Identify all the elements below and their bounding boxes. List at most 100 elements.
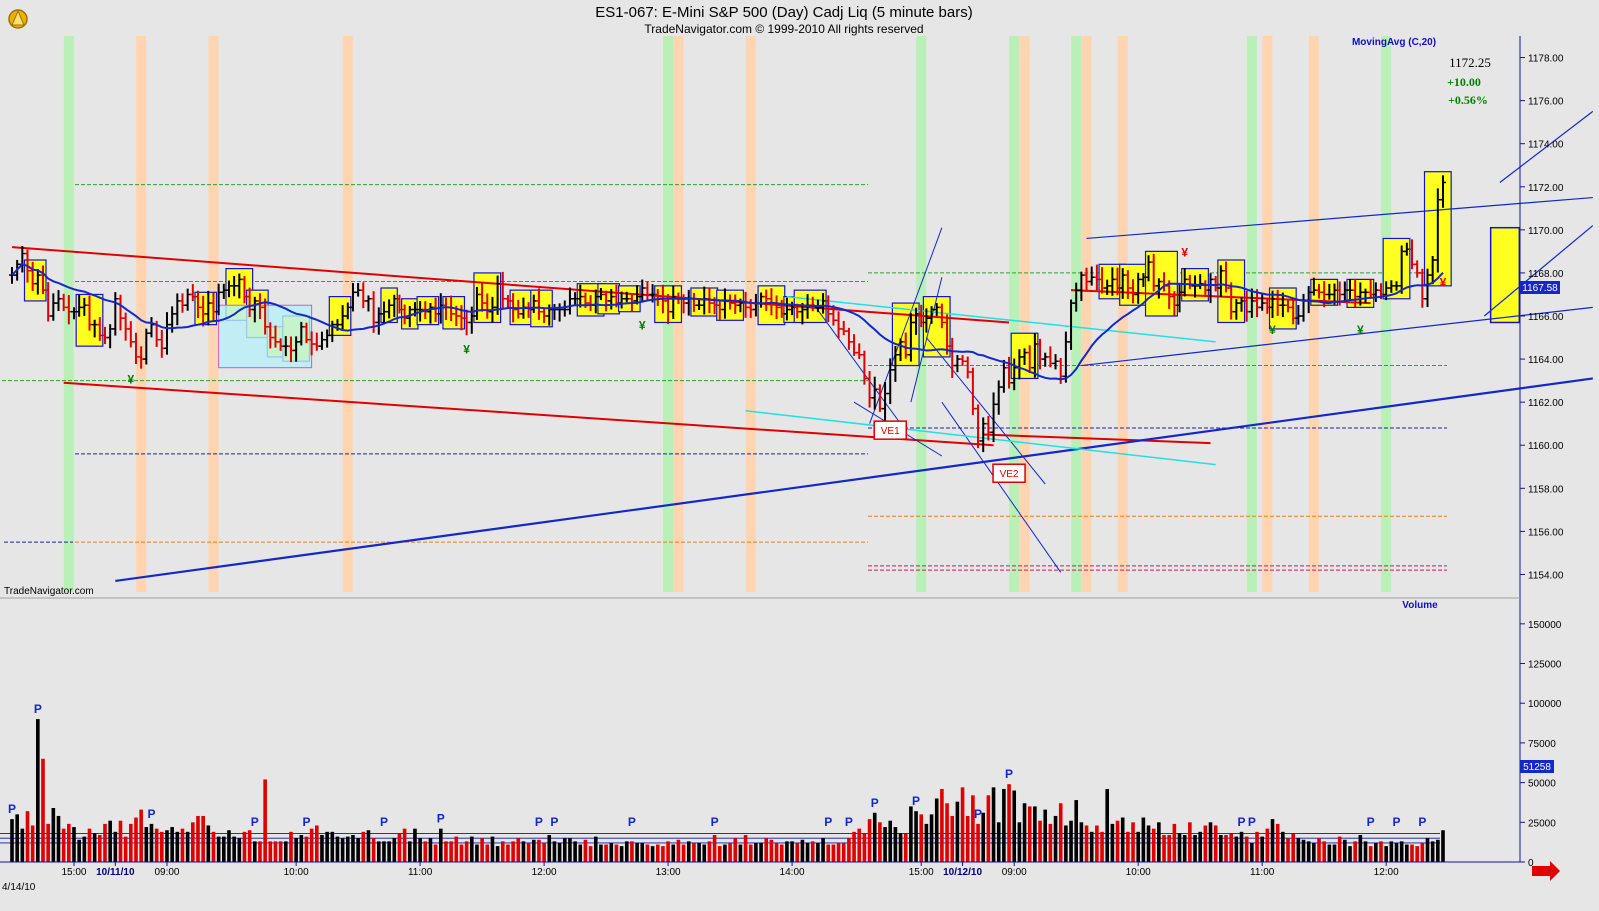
volume-bar — [361, 831, 366, 862]
volume-bar — [1239, 831, 1244, 862]
volume-bar — [666, 841, 670, 862]
volume-bar — [237, 838, 242, 862]
volume-bar — [981, 812, 986, 862]
volume-bar — [464, 841, 469, 862]
volume-bar — [1265, 828, 1270, 862]
volume-bar — [619, 846, 624, 862]
volume-bar — [1270, 819, 1275, 862]
volume-bar — [697, 842, 701, 862]
volume-bar — [160, 831, 164, 862]
volume-bar — [971, 795, 975, 862]
trend-line — [910, 277, 943, 403]
volume-bar — [645, 844, 650, 862]
trend-line — [926, 337, 1046, 485]
volume-tick-label: 0 — [1528, 858, 1534, 869]
volume-bar — [1317, 838, 1321, 862]
volume-bar — [1255, 831, 1259, 862]
volume-bar — [1281, 831, 1285, 862]
volume-bar — [630, 841, 634, 862]
trend-line — [115, 377, 1593, 583]
volume-bar — [816, 842, 820, 862]
trend-line — [1483, 225, 1594, 317]
volume-bar — [1007, 784, 1011, 862]
volume-bar — [1224, 835, 1228, 862]
volume-tick-label: 150000 — [1528, 620, 1562, 631]
volume-bar — [180, 828, 185, 862]
annotation-box — [873, 420, 907, 440]
volume-bar — [1405, 844, 1409, 862]
volume-peak-marker: P — [1418, 815, 1426, 829]
volume-peak-marker: P — [1392, 815, 1400, 829]
volume-bar — [118, 820, 123, 862]
volume-bar — [692, 842, 696, 862]
signal-marker: ¥ — [639, 319, 646, 333]
volume-bar — [402, 828, 407, 862]
scroll-right-arrow-icon[interactable] — [1532, 861, 1560, 881]
volume-bar — [950, 815, 955, 862]
volume-bar — [1131, 822, 1135, 862]
volume-peak-marker: P — [845, 815, 853, 829]
watermark: TradeNavigator.com — [4, 586, 94, 597]
volume-bar — [418, 838, 422, 862]
volume-bar — [216, 836, 221, 862]
green-session-band — [1381, 36, 1392, 592]
volume-bar — [134, 817, 138, 862]
volume-bar — [56, 815, 61, 862]
y-tick-label: 1164.00 — [1528, 355, 1564, 366]
volume-bar — [1198, 831, 1202, 862]
volume-bar — [438, 828, 443, 862]
x-tick-label: 13:00 — [656, 867, 681, 878]
volume-bar — [1177, 833, 1182, 862]
y-tick-label: 1168.00 — [1528, 269, 1564, 280]
volume-bar — [495, 846, 500, 862]
volume-bar — [1415, 846, 1419, 862]
volume-peak-marker: P — [1248, 815, 1256, 829]
volume-bar — [573, 841, 577, 862]
horizontal-levels — [2, 184, 1447, 571]
volume-bar — [733, 838, 738, 862]
volume-bar — [878, 822, 882, 862]
consolidation-box — [328, 296, 352, 336]
y-tick-label: 1160.00 — [1528, 441, 1564, 452]
volume-bar — [273, 841, 278, 862]
volume-bar — [976, 823, 980, 862]
volume-bar — [511, 841, 515, 862]
volume-bar — [222, 836, 226, 862]
volume-peak-marker: P — [550, 815, 558, 829]
trend-line — [1086, 196, 1593, 240]
volume-bar — [1172, 823, 1177, 862]
volume-peak-marker: P — [535, 815, 543, 829]
volume-bar — [774, 842, 779, 862]
tradenavigator-logo-icon[interactable] — [8, 9, 28, 29]
y-tick-label: 1174.00 — [1528, 140, 1564, 151]
volume-bar — [376, 841, 381, 862]
volume-peak-marker: P — [34, 702, 42, 716]
volume-bar — [661, 846, 665, 862]
x-tick-label: 10:00 — [284, 867, 309, 878]
volume-bar — [516, 838, 521, 862]
volume-tick-label: 125000 — [1528, 660, 1562, 671]
volume-bar — [779, 844, 784, 862]
volume-bar — [149, 823, 154, 862]
volume-bar — [345, 836, 350, 862]
volume-bar — [387, 841, 391, 862]
volume-bar — [1182, 835, 1187, 862]
volume-bar — [1379, 841, 1383, 862]
volume-peak-marker: P — [824, 815, 832, 829]
volume-bar — [1110, 823, 1115, 862]
volume-bar — [986, 795, 991, 862]
x-tick-label: 14:00 — [780, 867, 805, 878]
volume-bar — [557, 842, 562, 862]
volume-bar — [764, 838, 769, 862]
volume-bar — [1048, 823, 1053, 862]
y-tick-label: 1176.00 — [1528, 97, 1564, 108]
volume-bar — [1410, 844, 1414, 862]
volume-bar — [108, 820, 112, 862]
volume-bar — [542, 842, 546, 862]
volume-bar — [707, 841, 712, 862]
volume-bar — [191, 822, 195, 862]
volume-bar — [304, 836, 309, 862]
annotation-label: VE2 — [1000, 469, 1019, 480]
x-tick-label: 10:00 — [1126, 867, 1151, 878]
